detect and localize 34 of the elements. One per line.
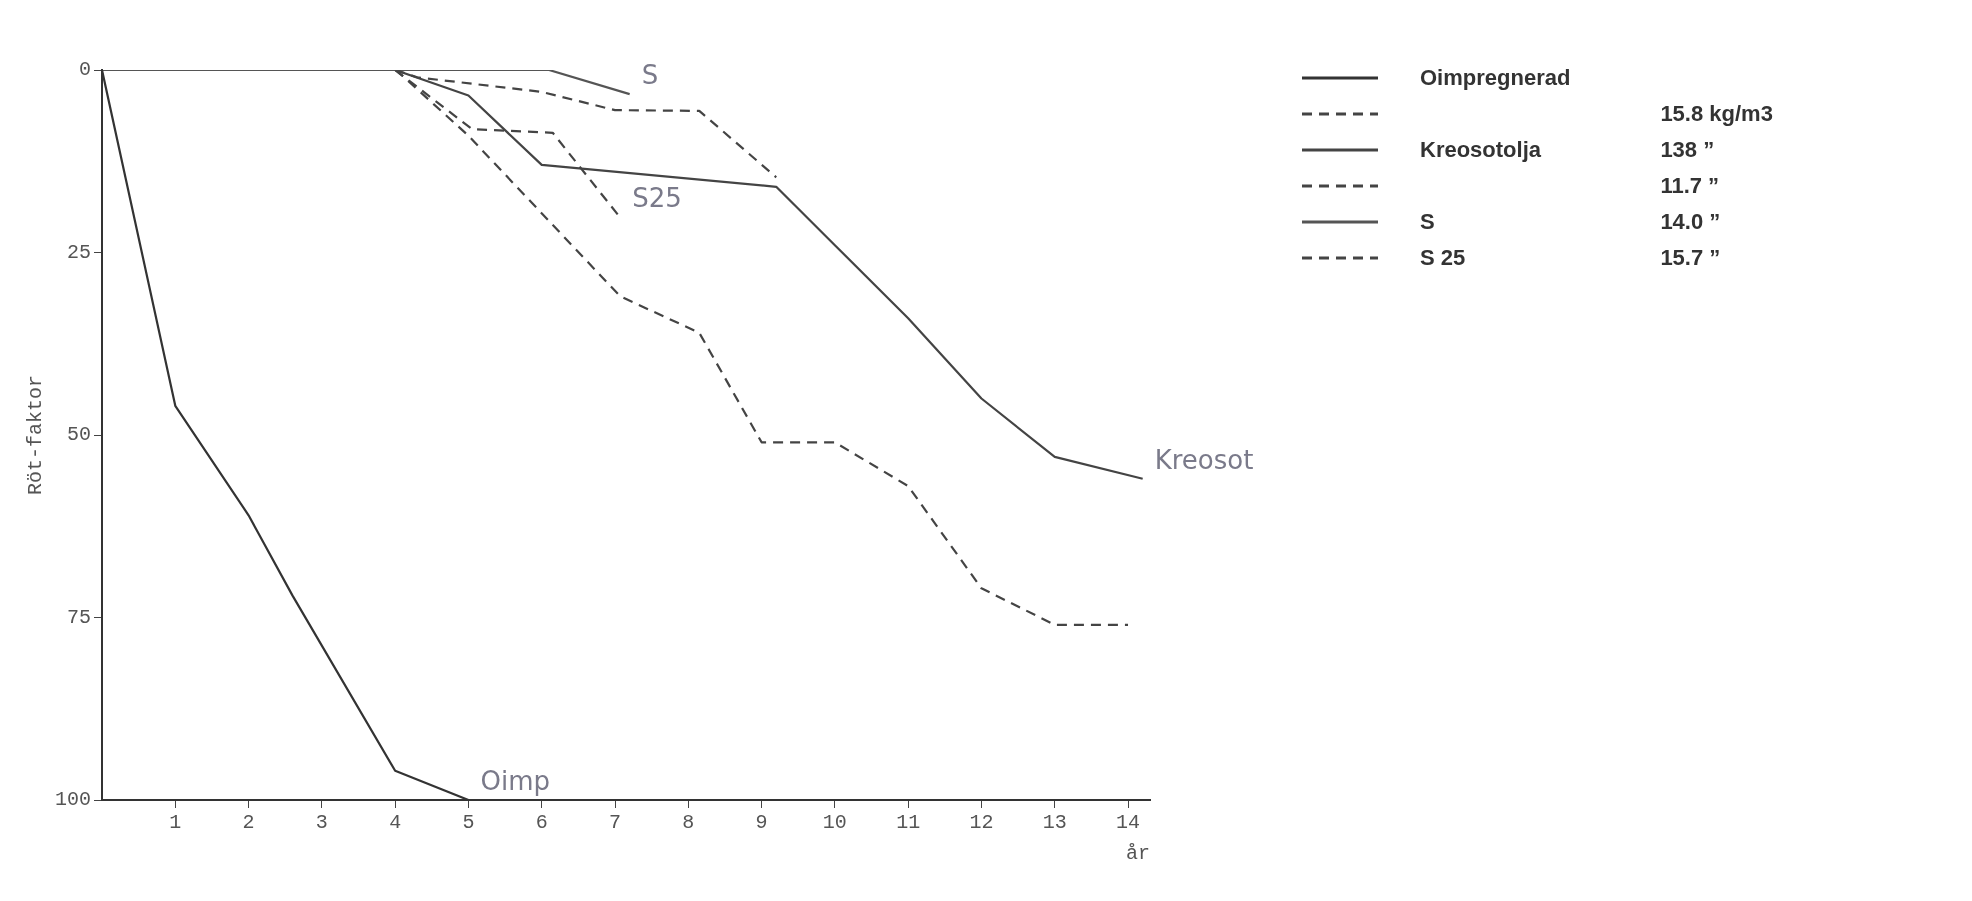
x-tick-label: 4 [389, 811, 402, 835]
x-tick-label: 14 [1116, 811, 1141, 835]
x-tick-label: 10 [822, 811, 847, 835]
y-tick-label: 50 [66, 423, 92, 447]
x-tick-label: 3 [315, 811, 328, 835]
text: 138 ” [1660, 136, 1716, 164]
annotation: S [641, 59, 659, 90]
x-tick-label: 6 [535, 811, 548, 835]
x-tick-label: 1 [169, 811, 182, 835]
x-tick-label: 5 [462, 811, 475, 835]
x-tick-label: 9 [755, 811, 768, 835]
x-axis-title: år [1125, 842, 1150, 866]
x-tick-label: 12 [969, 811, 994, 835]
text: 15.7 ” [1660, 244, 1722, 272]
legend-label: S 25 [1420, 245, 1466, 271]
annotation: Oimp [480, 765, 550, 796]
y-tick-label: 100 [54, 788, 92, 812]
x-tick-label: 13 [1042, 811, 1067, 835]
annotation: S25 [632, 183, 682, 214]
annotation: Kreosot [1154, 444, 1254, 475]
y-tick-label: 75 [66, 605, 92, 629]
y-tick-label: 25 [66, 240, 92, 264]
legend-label: S [1420, 209, 1435, 235]
x-tick-label: 11 [896, 811, 921, 835]
legend-label: Kreosotolja [1420, 137, 1542, 163]
legend-label: Oimpregnerad [1420, 65, 1571, 91]
x-tick-label: 8 [682, 811, 695, 835]
x-tick-label: 2 [242, 811, 255, 835]
text: 11.7 ” [1660, 172, 1721, 200]
y-axis-title: Röt-faktor [24, 374, 48, 496]
x-tick-label: 7 [609, 811, 622, 835]
text: 15.8 kg/m3 [1660, 100, 1773, 128]
y-tick-label: 0 [78, 58, 92, 82]
text: 14.0 ” [1660, 208, 1722, 236]
